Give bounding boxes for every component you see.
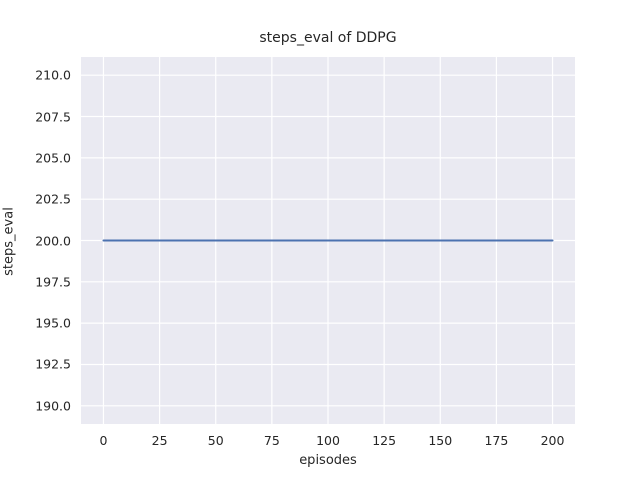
x-tick-label: 50 — [207, 433, 224, 448]
plot-area — [81, 57, 575, 424]
chart-title: steps_eval of DDPG — [259, 30, 397, 46]
y-tick-label: 207.5 — [35, 109, 71, 124]
y-tick-label: 205.0 — [35, 150, 71, 166]
x-axis-label: episodes — [299, 453, 357, 468]
y-tick-label: 200.0 — [35, 233, 71, 248]
x-tick-label: 175 — [484, 433, 509, 448]
y-tick-label: 210.0 — [35, 67, 71, 83]
x-tick-label: 150 — [428, 433, 453, 448]
y-tick-label: 197.5 — [35, 274, 71, 290]
x-tick-label: 125 — [372, 433, 397, 448]
x-tick-label: 200 — [540, 433, 565, 448]
x-tick-label: 100 — [316, 433, 340, 448]
x-tick-label: 75 — [263, 433, 280, 448]
plot-canvas — [81, 57, 575, 424]
y-tick-label: 192.5 — [35, 356, 71, 372]
y-tick-label: 190.0 — [35, 398, 71, 414]
x-tick-label: 25 — [151, 433, 168, 448]
x-tick-label: 0 — [99, 433, 108, 448]
y-tick-label: 195.0 — [35, 315, 71, 331]
y-tick-label: 202.5 — [35, 191, 71, 207]
